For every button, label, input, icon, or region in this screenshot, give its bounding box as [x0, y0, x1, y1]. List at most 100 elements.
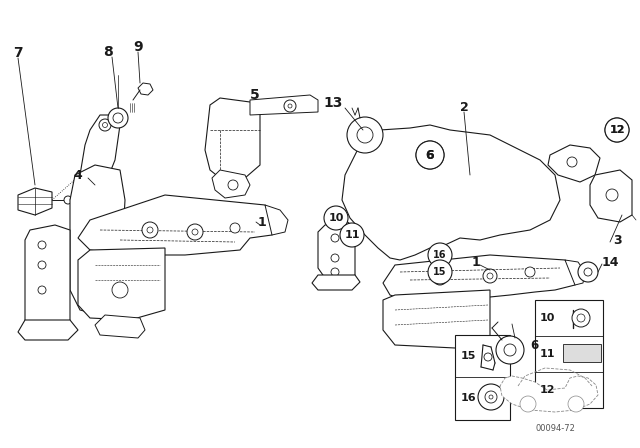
- Circle shape: [504, 344, 516, 356]
- Circle shape: [102, 122, 108, 128]
- Polygon shape: [18, 188, 52, 215]
- Polygon shape: [95, 315, 145, 338]
- Text: 11: 11: [344, 230, 360, 240]
- Text: 2: 2: [460, 100, 468, 113]
- Circle shape: [484, 353, 492, 361]
- Circle shape: [324, 206, 348, 230]
- Polygon shape: [205, 98, 260, 178]
- Circle shape: [113, 113, 123, 123]
- Text: 3: 3: [612, 233, 621, 246]
- Circle shape: [230, 223, 240, 233]
- Polygon shape: [138, 83, 153, 95]
- Circle shape: [520, 396, 536, 412]
- Circle shape: [428, 260, 452, 284]
- Circle shape: [357, 127, 373, 143]
- Circle shape: [416, 141, 444, 169]
- Polygon shape: [318, 220, 355, 282]
- Circle shape: [525, 267, 535, 277]
- Circle shape: [577, 314, 585, 322]
- Polygon shape: [342, 125, 560, 260]
- Text: 6: 6: [426, 148, 435, 161]
- Text: 00094-72: 00094-72: [535, 423, 575, 432]
- Polygon shape: [80, 115, 120, 195]
- Text: 9: 9: [133, 40, 143, 54]
- Circle shape: [38, 261, 46, 269]
- Text: 1: 1: [472, 255, 481, 268]
- Circle shape: [478, 384, 504, 410]
- Circle shape: [347, 117, 383, 153]
- Text: 15: 15: [461, 351, 476, 361]
- Circle shape: [192, 229, 198, 235]
- Text: 16: 16: [433, 250, 447, 260]
- Polygon shape: [78, 195, 278, 255]
- Circle shape: [142, 222, 158, 238]
- Polygon shape: [500, 376, 598, 412]
- Polygon shape: [25, 225, 70, 330]
- Text: 15: 15: [433, 267, 447, 277]
- Circle shape: [64, 196, 72, 204]
- Circle shape: [38, 286, 46, 294]
- Text: 8: 8: [103, 45, 113, 59]
- Circle shape: [433, 271, 447, 285]
- Polygon shape: [70, 165, 125, 315]
- Text: 6: 6: [426, 148, 435, 161]
- Circle shape: [288, 104, 292, 108]
- Text: 12: 12: [540, 385, 556, 395]
- Polygon shape: [312, 275, 360, 290]
- Polygon shape: [18, 320, 78, 340]
- Text: 14: 14: [601, 255, 619, 268]
- Polygon shape: [455, 335, 510, 420]
- Polygon shape: [250, 95, 318, 115]
- Text: 10: 10: [328, 213, 344, 223]
- Circle shape: [331, 254, 339, 262]
- Text: 6: 6: [530, 339, 538, 352]
- Polygon shape: [563, 344, 601, 362]
- Circle shape: [606, 189, 618, 201]
- Circle shape: [331, 268, 339, 276]
- Circle shape: [605, 118, 629, 142]
- Polygon shape: [383, 290, 490, 348]
- Circle shape: [485, 391, 497, 403]
- Circle shape: [187, 224, 203, 240]
- Circle shape: [99, 119, 111, 131]
- Text: 12: 12: [609, 125, 625, 135]
- Polygon shape: [548, 145, 600, 182]
- Circle shape: [416, 141, 444, 169]
- Circle shape: [38, 241, 46, 249]
- Polygon shape: [383, 255, 578, 302]
- Circle shape: [428, 243, 452, 267]
- Circle shape: [112, 282, 128, 298]
- Circle shape: [584, 268, 592, 276]
- Polygon shape: [535, 300, 603, 408]
- Text: 11: 11: [540, 349, 556, 359]
- Polygon shape: [565, 260, 585, 285]
- Text: 12: 12: [609, 125, 625, 135]
- Circle shape: [483, 269, 497, 283]
- Circle shape: [331, 234, 339, 242]
- Text: 4: 4: [74, 168, 83, 181]
- Circle shape: [340, 223, 364, 247]
- Circle shape: [496, 336, 524, 364]
- Text: 5: 5: [250, 88, 260, 102]
- Polygon shape: [590, 170, 632, 222]
- Circle shape: [147, 227, 153, 233]
- Text: 16: 16: [461, 393, 477, 403]
- Circle shape: [568, 396, 584, 412]
- Circle shape: [108, 108, 128, 128]
- Circle shape: [92, 225, 102, 235]
- Circle shape: [578, 262, 598, 282]
- Text: 10: 10: [540, 313, 556, 323]
- Circle shape: [437, 275, 443, 281]
- Text: 13: 13: [323, 96, 342, 110]
- Circle shape: [489, 395, 493, 399]
- Circle shape: [572, 309, 590, 327]
- Circle shape: [567, 157, 577, 167]
- Circle shape: [284, 100, 296, 112]
- Polygon shape: [212, 170, 250, 198]
- Circle shape: [228, 180, 238, 190]
- Polygon shape: [265, 205, 288, 235]
- Polygon shape: [78, 248, 165, 320]
- Circle shape: [570, 381, 580, 391]
- Text: 1: 1: [258, 215, 266, 228]
- Circle shape: [605, 118, 629, 142]
